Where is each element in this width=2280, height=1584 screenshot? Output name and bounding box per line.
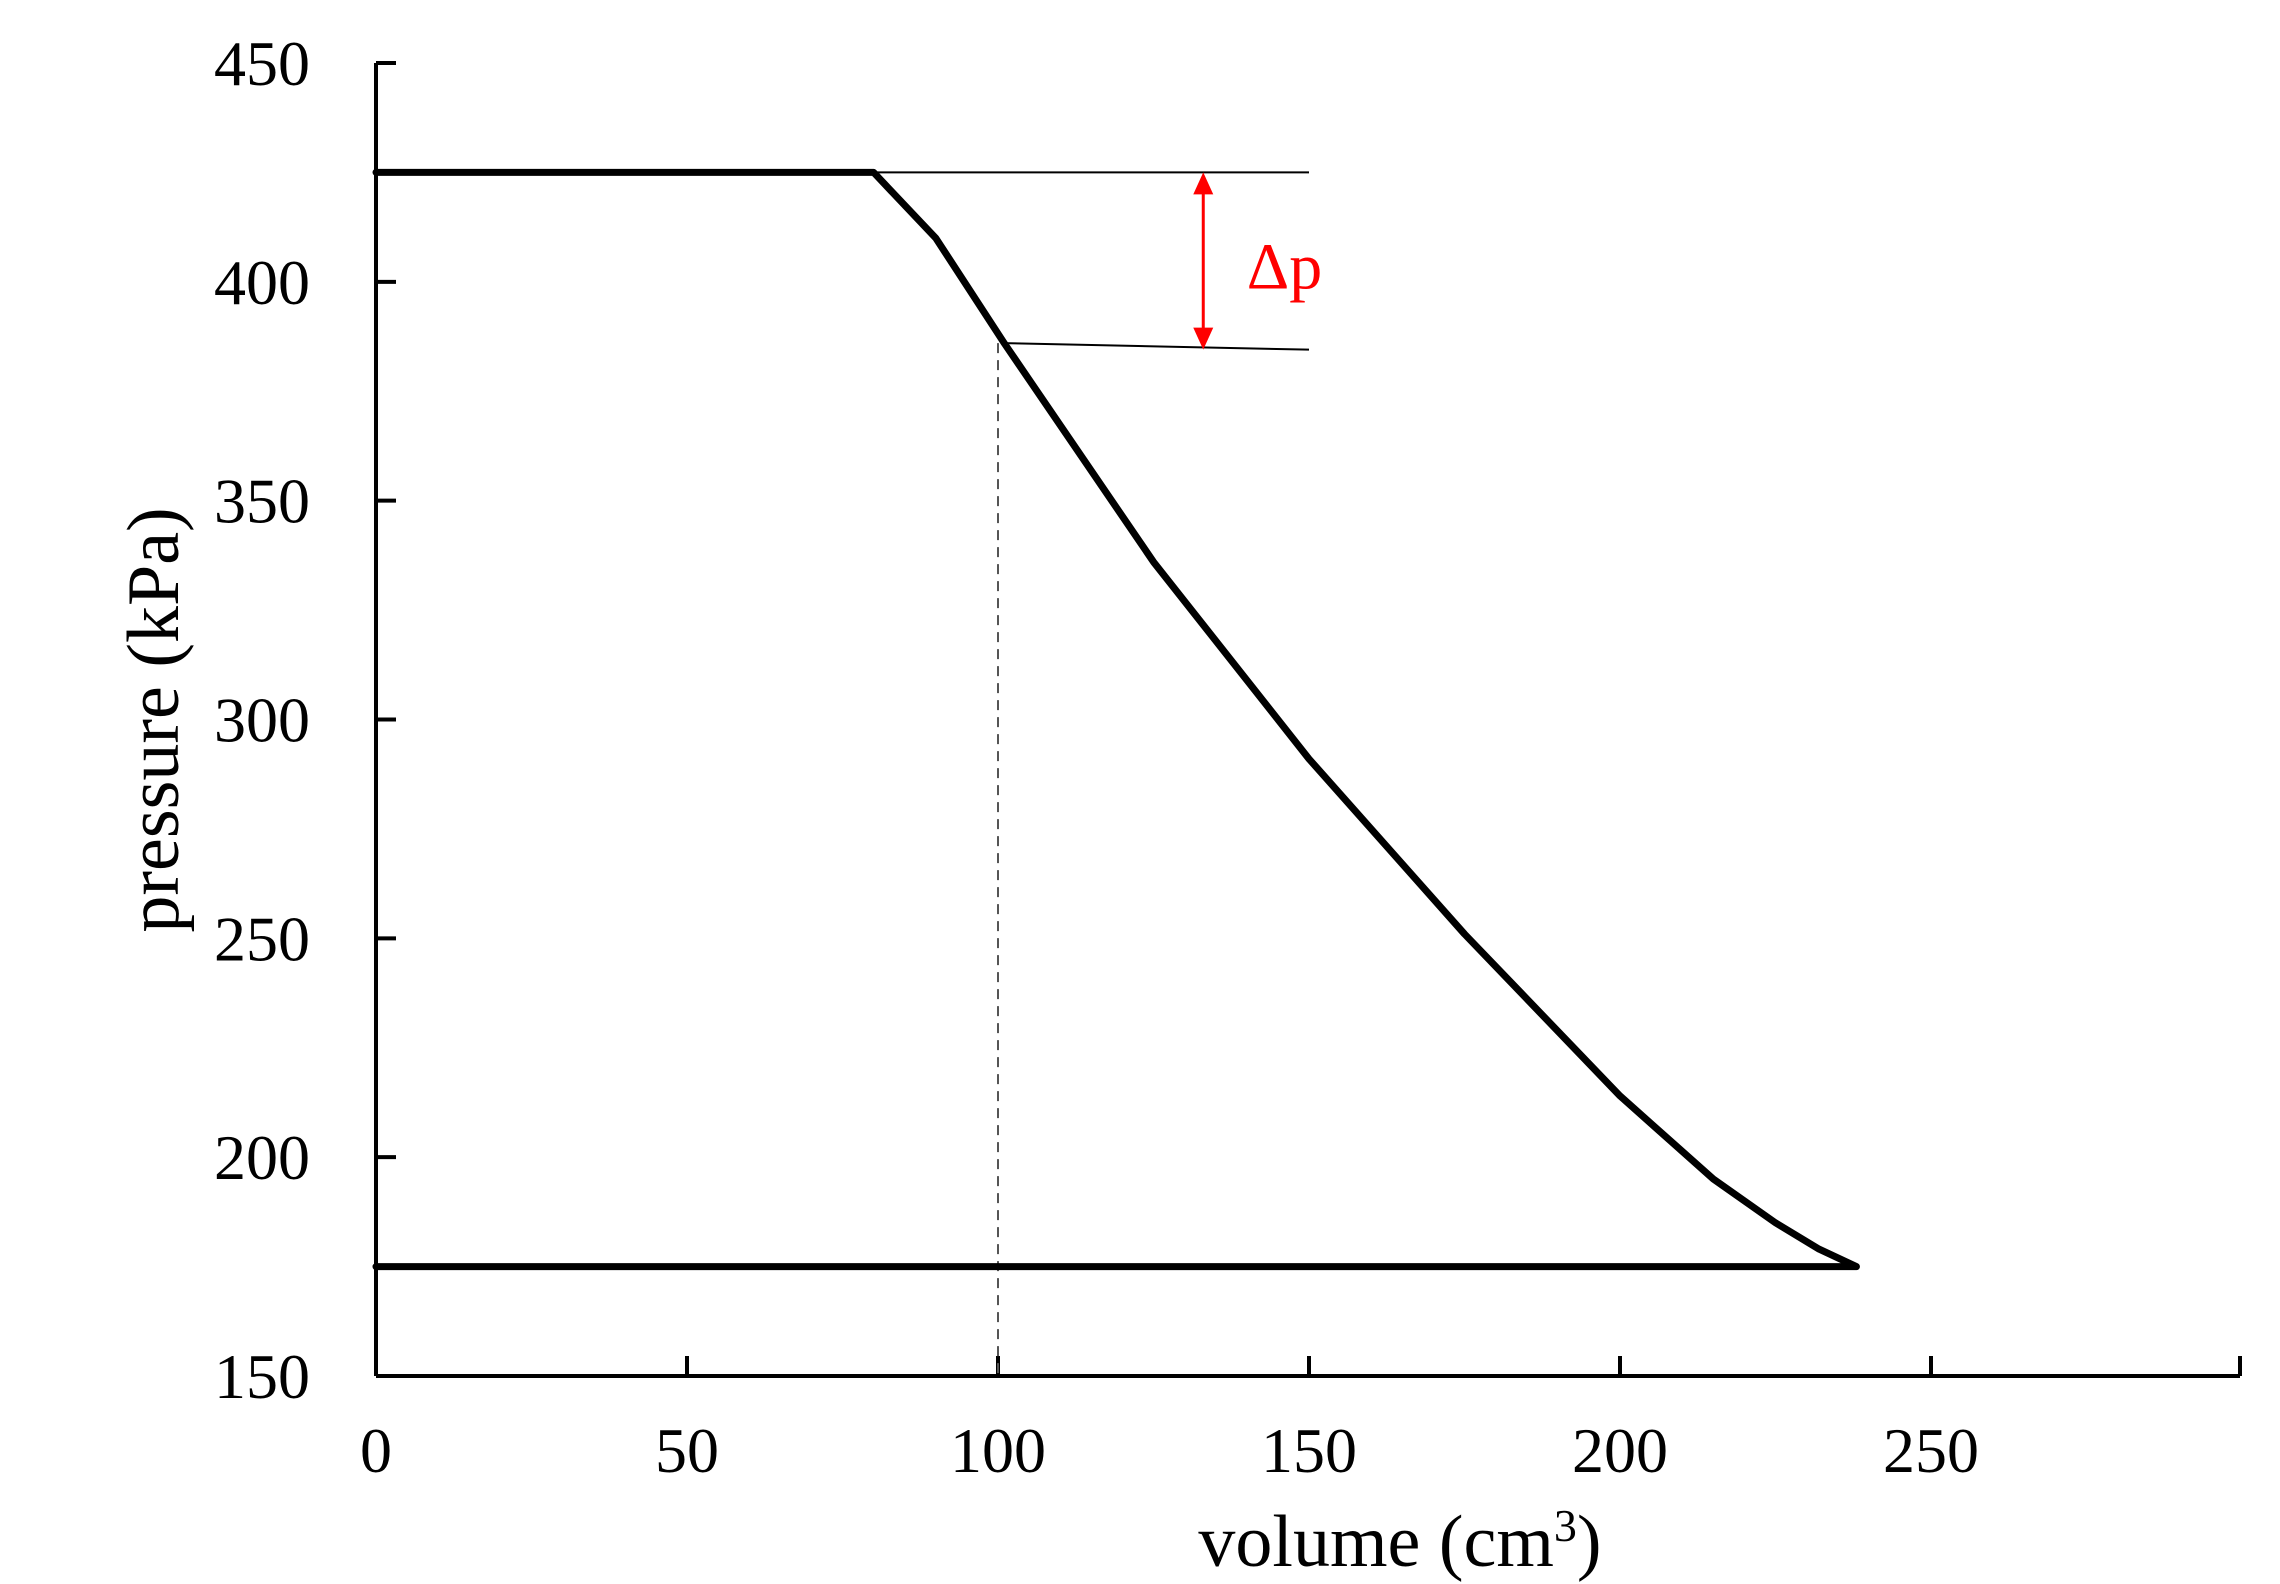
y-tick-label: 450 bbox=[214, 28, 310, 99]
y-tick-label: 150 bbox=[214, 1341, 310, 1412]
x-tick-label: 50 bbox=[655, 1415, 719, 1486]
y-axis-title: pressure (kPa) bbox=[113, 507, 195, 932]
delta-p-arrow-head-top bbox=[1193, 172, 1214, 195]
y-tick-label: 250 bbox=[214, 903, 310, 974]
x-ticks: 0 50 100 150 200 250 bbox=[360, 1356, 1979, 1486]
delta-p-label: Δp bbox=[1247, 230, 1322, 303]
reference-lines bbox=[873, 171, 1310, 1376]
x-tick-label: 100 bbox=[950, 1415, 1046, 1486]
x-tick-label: 250 bbox=[1883, 1415, 1979, 1486]
y-ticks: 150 200 250 300 350 400 450 bbox=[214, 28, 396, 1412]
series-layer bbox=[372, 168, 1860, 1271]
y-tick-label: 200 bbox=[214, 1122, 310, 1193]
x-tick-label: 200 bbox=[1572, 1415, 1668, 1486]
x-tick-label: 150 bbox=[1261, 1415, 1357, 1486]
y-tick-label: 300 bbox=[214, 685, 310, 756]
x-tick-label: 0 bbox=[360, 1415, 392, 1486]
x-axis-title: volume (cm3) bbox=[1198, 1500, 1601, 1584]
pressure-volume-curve bbox=[372, 168, 1860, 1271]
annotations: Δp bbox=[1193, 172, 1322, 350]
y-tick-label: 350 bbox=[214, 466, 310, 537]
y-tick-label: 400 bbox=[214, 247, 310, 318]
reference-line bbox=[1004, 342, 1310, 351]
delta-p-arrow-head-bottom bbox=[1193, 327, 1214, 350]
